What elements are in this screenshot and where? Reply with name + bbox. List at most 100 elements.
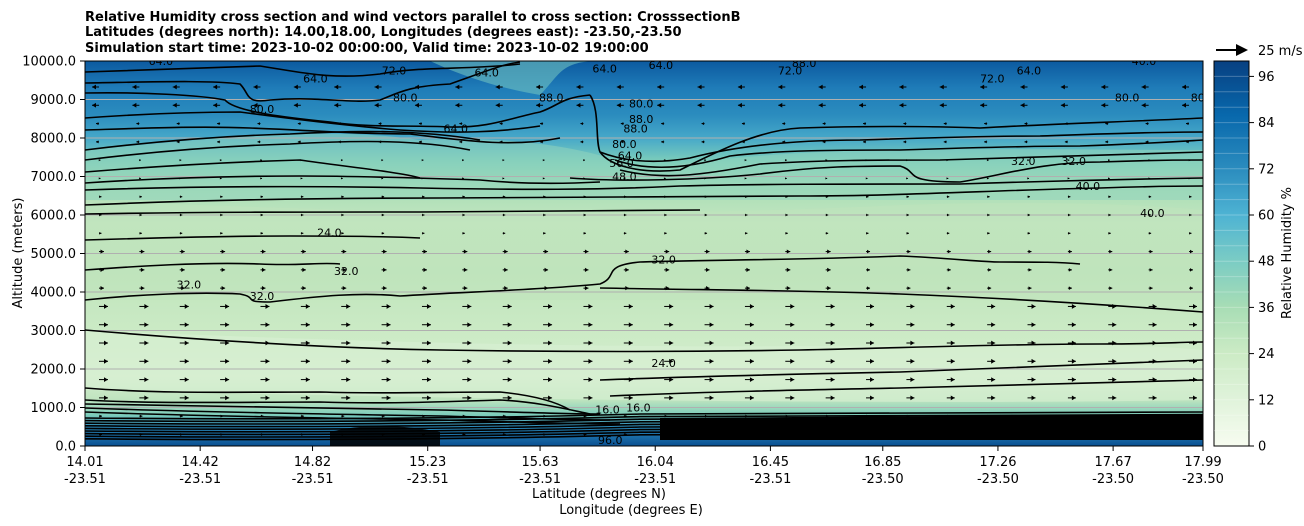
wind-vector-head [749,340,754,346]
wind-vector-head [544,286,549,291]
wind-vector-head [426,304,431,309]
wind-vector-head [99,414,102,418]
wind-vector-head [1186,140,1189,144]
wind-vector-head [870,395,875,401]
wind-vector-head [704,231,708,235]
wind-vector-head [986,177,989,180]
wind-vector-head [381,177,384,180]
wind-vector-head [418,122,422,126]
wind-vector-head [830,395,835,401]
wind-vector-head [220,213,223,217]
contour-label: 64.0 [444,122,469,135]
wind-vector-head [830,322,835,328]
colorbar-tick-label: 0 [1258,440,1266,455]
wind-vector-head [467,340,472,346]
wind-vector-head [341,432,345,436]
wind-vector-head [261,267,266,272]
wind-vector-head [220,231,223,235]
wind-vector-head [1145,122,1149,126]
wind-vector-head [664,231,667,235]
wind-vector-head [179,213,183,217]
contour-line [589,94,1203,172]
wind-vector-head [749,377,754,382]
wind-vector-head [100,286,104,291]
wind-vector-head [825,159,828,162]
wind-vector-head [139,177,141,180]
wind-vector-head [144,304,149,309]
contour-label: 64.0 [592,63,617,76]
wind-vector-head [991,322,996,328]
wind-vector-head [140,267,145,272]
wind-vector-head [745,432,748,436]
wind-vector-head [782,140,785,144]
wind-vector-head [463,286,468,291]
wind-vector-head [1152,322,1157,328]
contour-label: 48.0 [612,171,637,184]
wind-vector-head [866,432,870,436]
wind-vector-head [257,140,260,144]
contour-label: 24.0 [651,357,676,370]
wind-vector-head [786,286,791,291]
wind-vector-head [583,159,585,162]
wind-vector-head [744,159,747,162]
wind-vector-head [910,322,915,328]
wind-vector-head [136,122,139,126]
wind-vector-head [746,249,750,254]
wind-vector-head [947,249,951,254]
wind-vector-head [947,213,950,217]
wind-vector-head [502,177,505,180]
wind-vector-head [265,340,270,346]
wind-vector-head [381,213,385,217]
wind-vector-head [340,177,343,180]
wind-vector-head [1108,432,1112,436]
x-tick-label-longitude: -23.50 [1092,472,1134,487]
colorbar-label: Relative Humidity % [1280,187,1295,319]
wind-vector-head [260,231,263,235]
wind-vector-head [1108,414,1112,418]
wind-vector-head [741,122,745,126]
contour-label: 16.0 [595,403,620,416]
y-axis-label: Altitude (meters) [11,198,26,309]
wind-vector-head [463,267,468,272]
wind-vector-head [1112,340,1117,346]
contour-line [85,235,421,241]
contour-label: 72.0 [980,72,1005,85]
wind-vector-head [338,140,341,144]
wind-vector-head [830,358,835,364]
contour-label: 56.0 [609,157,634,170]
y-tick-label: 0.0 [55,440,76,455]
wind-vector-head [1109,249,1113,254]
wind-vector-head [104,377,108,382]
wind-vector-head [870,340,875,346]
contour-label: 88.0 [623,122,648,135]
wind-vector-head [1149,432,1152,436]
contour-line [85,185,1203,206]
wind-vector-head [536,84,541,90]
wind-vector-head [588,395,593,401]
wind-vector-head [139,414,143,418]
wind-vector-head [947,286,951,290]
wind-vector-head [625,286,629,291]
wind-vector-head [462,195,465,199]
wind-vector-head [422,195,425,199]
wind-vector-head [418,140,422,144]
wind-vector-head [737,84,742,90]
wind-vector-head [96,140,99,144]
wind-vector-head [947,231,950,235]
wind-vector-head [225,358,230,364]
wind-vector-head [548,322,553,328]
wind-vector-head [785,414,789,418]
wind-vector-head [664,432,668,436]
wind-vector-head [293,102,298,108]
wind-vector-head [827,267,831,272]
wind-vector-head [422,414,425,418]
wind-vector-head [422,432,425,436]
wind-vector-head [663,159,666,162]
colorbar-tick-label: 60 [1258,209,1275,224]
y-tick-label: 7000.0 [31,170,77,185]
wind-vector-head [548,358,553,364]
wind-vector-head [1189,195,1192,199]
wind-vector-head [1108,177,1110,180]
wind-vector-head [346,395,351,401]
wind-vector-head [785,195,788,199]
